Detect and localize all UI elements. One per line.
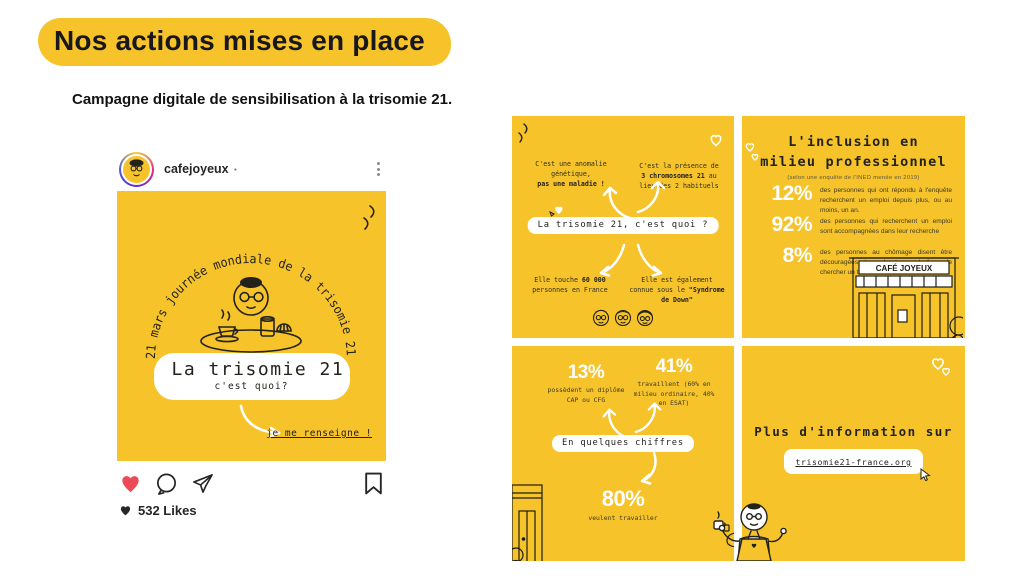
page-subtitle: Campagne digitale de sensibilisation à l… [72,91,453,108]
stat-travaillent: 41% travaillent (60% en milieu ordinaire… [633,356,715,408]
bookmark-icon[interactable] [363,472,384,495]
like-icon[interactable] [119,472,142,495]
stat-diplome: 13% possèdent un diplôme CAP ou CFG [547,362,625,404]
username[interactable]: cafejoyeux [164,162,229,176]
comment-icon[interactable] [155,472,178,495]
double-hearts-icon [745,143,759,161]
instagram-actions [117,461,386,498]
cursor-icon [920,468,931,481]
fact-down-syndrome: Elle est également connue sous le "Syndr… [629,276,725,304]
share-icon[interactable] [191,472,214,495]
barista-illustration [713,503,787,561]
instagram-header: cafejoyeux · [117,147,386,191]
title-highlight: Nos actions mises en place [38,18,451,66]
fact-60000: Elle touche 60 000 personnes en France [532,276,608,294]
squiggle-icon [363,205,375,230]
slide-what-is: C'est une anomalie génétique, pas une ma… [512,116,734,338]
slide-title-pill: En quelques chiffres [552,435,694,452]
three-faces-illustration [592,309,654,327]
building-illustration [512,484,543,561]
slide-title: L'inclusion en milieu professionnel [760,134,947,170]
stat-veulent-travailler: 80% veulent travailler [588,486,658,522]
likes-row: 532 Likes [117,498,386,523]
cta-link[interactable]: je me renseigne ! [266,428,372,439]
svg-text:CAFÉ JOYEUX: CAFÉ JOYEUX [876,264,933,273]
curved-arrow-icon [239,404,281,438]
stat-value: 8% [782,244,813,267]
avatar-face-icon [129,158,144,176]
likes-count[interactable]: 532 Likes [138,503,197,518]
stat-text: des personnes qui recherchent un emploi … [820,218,952,235]
slide-subtitle: (selon une enquête de l'INED menée en 20… [787,175,920,181]
carousel-grid: C'est une anomalie génétique, pas une ma… [512,116,965,561]
arrow-up-left-icon [602,186,632,220]
fact-chromosomes: C'est la présence de 3 chromosomes 21 au… [639,162,719,190]
arrow-down-icon [640,451,657,485]
stat-text: des personnes qui ont répondu à l'enquêt… [820,187,952,214]
avatar [123,155,150,183]
link-pill[interactable]: trisomie21-france.org [784,449,931,481]
slide-more-info: Plus d'information sur trisomie21-france… [742,346,965,561]
stat-value: 92% [771,213,812,236]
person-coffee-illustration [200,277,302,353]
post-title: La trisomie 21 [171,359,345,380]
instagram-post: cafejoyeux · 21 mars journée mondiale de… [117,147,386,523]
stat-value: 12% [771,182,812,205]
avatar-story-ring[interactable] [119,151,154,187]
squiggle-icon [518,123,528,143]
slide-chiffres: 13% possèdent un diplôme CAP ou CFG 41% … [512,346,734,561]
slide-inclusion: L'inclusion en milieu professionnel (sel… [742,116,965,338]
more-info-heading: Plus d'information sur [754,424,953,439]
arrow-down-right-icon [636,243,663,277]
arrow-up-right-icon [634,402,662,434]
arrow-up-right-icon [636,180,666,214]
website-link: trisomie21-france.org [795,457,912,467]
fact-genetic: C'est une anomalie génétique, pas une ma… [535,160,607,188]
post-subtitle: c'est quoi? [214,381,289,392]
cafe-storefront-illustration: CAFÉ JOYEUX [849,257,963,338]
slide-title-pill: La trisomie 21, c'est quoi ? [527,217,719,234]
small-heart-cursor-icon [549,206,563,217]
arrow-down-left-icon [599,243,626,277]
kebab-menu-icon[interactable] [373,158,384,180]
stat-row: 12% des personnes qui ont répondu à l'en… [756,182,952,216]
likes-heart-icon [120,506,131,516]
username-dot: · [233,161,238,177]
double-hearts-icon [932,358,950,376]
heart-outline-icon [710,134,722,147]
arched-text: 21 mars journée mondiale de la trisomie … [143,251,359,359]
page-title: Nos actions mises en place [54,25,425,56]
instagram-image[interactable]: 21 mars journée mondiale de la trisomie … [117,191,386,461]
post-title-pill: La trisomie 21 c'est quoi? [153,353,350,400]
stat-row: 92% des personnes qui recherchent un emp… [756,213,952,237]
